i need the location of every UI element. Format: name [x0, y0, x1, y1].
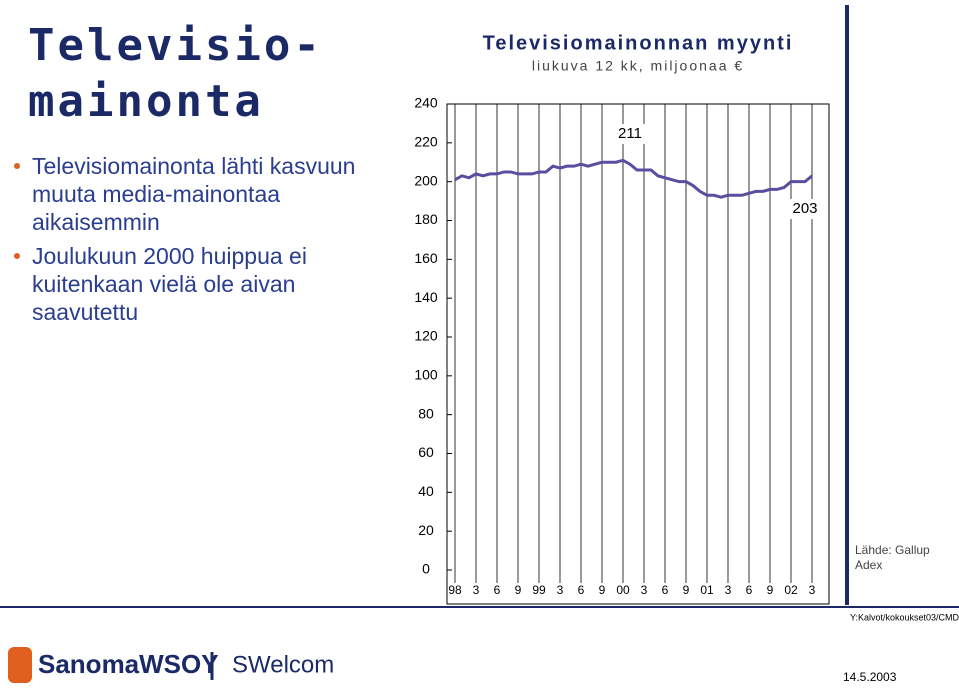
- y-tick-label: 140: [414, 289, 438, 305]
- x-tick-label: 01: [700, 583, 714, 597]
- y-tick-label: 120: [414, 328, 438, 344]
- x-tick-label: 3: [473, 583, 480, 597]
- title-line: Televisio-: [28, 20, 323, 71]
- y-tick-label: 0: [422, 561, 430, 577]
- y-tick-label: 240: [414, 95, 438, 111]
- annotation: 203: [792, 200, 817, 217]
- y-tick-label: 40: [418, 483, 434, 499]
- bullet-list: Televisiomainonta lähti kasvuun muuta me…: [12, 152, 372, 332]
- source: Adex: [855, 558, 882, 572]
- x-tick-label: 99: [532, 583, 546, 597]
- annotation: 211: [618, 125, 642, 142]
- logo: SanomaWSOY: [38, 649, 219, 679]
- title-line: mainonta: [28, 76, 264, 127]
- slide-title: Televisio-mainonta: [28, 18, 323, 130]
- line: [454, 158, 813, 199]
- x-tick-label: 9: [599, 583, 606, 597]
- x-tick-label: 6: [746, 583, 753, 597]
- x-tick-label: 9: [683, 583, 690, 597]
- x-tick-label: 00: [616, 583, 630, 597]
- chart-title: Televisiomainonnan myynti: [483, 32, 794, 54]
- x-tick-label: 6: [494, 583, 501, 597]
- y-tick-label: 160: [414, 250, 438, 266]
- x-tick-label: 6: [578, 583, 585, 597]
- annotation-bg: [612, 124, 648, 144]
- y-tick-label: 60: [418, 444, 434, 460]
- unit-name: SWelcom: [232, 651, 334, 678]
- source: Lähde: Gallup: [855, 543, 930, 557]
- x-tick-label: 3: [641, 583, 648, 597]
- y-tick-label: 80: [418, 405, 434, 421]
- y-tick-label: 100: [414, 367, 438, 383]
- logo-icon: [8, 647, 32, 683]
- chart-subtitle: liukuva 12 kk, miljoonaa €: [532, 58, 744, 74]
- x-tick-label: 9: [515, 583, 522, 597]
- bullet: Joulukuun 2000 huippua ei kuitenkaan vie…: [12, 242, 372, 326]
- x-tick-label: 6: [662, 583, 669, 597]
- y-tick-label: 180: [414, 211, 438, 227]
- x-tick-label: 9: [767, 583, 774, 597]
- x-tick-label: 02: [784, 583, 798, 597]
- plot-frame: [446, 103, 830, 605]
- x-tick-label: 3: [557, 583, 564, 597]
- bullet: Televisiomainonta lähti kasvuun muuta me…: [12, 152, 372, 236]
- x-tick-label: 3: [725, 583, 732, 597]
- x-tick-label: 98: [448, 583, 462, 597]
- y-tick-label: 220: [414, 134, 438, 150]
- file-path: Y:Kalvot/kokoukset03/CMD/Kallioja: [850, 612, 959, 622]
- y-tick-label: 200: [414, 172, 438, 188]
- y-tick-label: 20: [418, 522, 434, 538]
- x-tick-label: 3: [809, 583, 816, 597]
- date: 14.5.2003: [843, 670, 897, 684]
- annotation-bg: [787, 199, 823, 219]
